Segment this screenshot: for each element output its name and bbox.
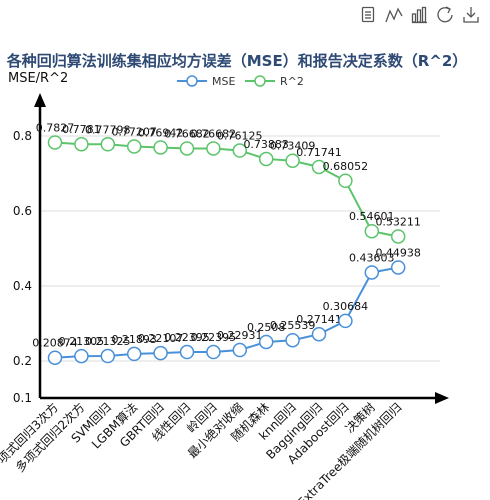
y-tick-label: 0.6: [13, 204, 32, 218]
data-label: 0.20874: [32, 337, 78, 350]
data-label: 0.73409: [270, 140, 316, 153]
data-point[interactable]: [258, 334, 274, 350]
data-point[interactable]: [153, 345, 168, 361]
legend-label-r2: R^2: [280, 75, 304, 88]
data-point[interactable]: [100, 137, 116, 152]
data-label: 0.76942: [138, 126, 184, 139]
x-axis-ticks: 多项式回归3次方多项式回归2次方SVM回归LGBM算法GBRT回归线性回归岭回归…: [0, 400, 404, 500]
data-point[interactable]: [232, 143, 248, 158]
data-point[interactable]: [311, 159, 327, 175]
toolbox: [361, 6, 479, 24]
data-label: 0.27141: [296, 313, 342, 326]
axes: [34, 93, 449, 404]
data-point[interactable]: [74, 348, 89, 364]
data-label: 0.54601: [349, 210, 395, 223]
series-mse: 0.208740.213050.213250.218930.221070.223…: [32, 246, 421, 365]
y-axis-arrow: [34, 93, 46, 107]
data-point[interactable]: [100, 348, 116, 364]
data-point[interactable]: [74, 136, 89, 152]
y-tick-label: 0.4: [13, 279, 32, 293]
data-label: 0.43603: [349, 251, 395, 264]
data-label: 0.22395: [191, 331, 237, 344]
data-point[interactable]: [390, 229, 406, 244]
data-label: 0.44938: [375, 246, 421, 259]
data-point[interactable]: [126, 346, 142, 362]
data-label: 0.30684: [323, 300, 369, 313]
data-view-icon[interactable]: [361, 6, 375, 23]
data-point[interactable]: [126, 139, 142, 154]
data-point[interactable]: [179, 344, 195, 360]
series-layer: 0.208740.213050.213250.218930.221070.223…: [32, 121, 421, 365]
series-line: [54, 141, 399, 238]
data-label: 0.77207: [111, 125, 157, 138]
y-tick-label: 0.1: [13, 391, 32, 405]
data-point[interactable]: [285, 332, 300, 348]
data-point[interactable]: [338, 313, 353, 329]
data-label: 0.76125: [217, 130, 263, 143]
y-axis-label: MSE/R^2: [8, 71, 68, 86]
save-image-icon[interactable]: [463, 7, 479, 23]
data-label: 0.7827: [36, 121, 75, 134]
bar-switch-icon[interactable]: [411, 6, 427, 24]
restore-icon[interactable]: [437, 6, 453, 23]
data-point[interactable]: [206, 141, 221, 156]
data-point[interactable]: [179, 141, 195, 156]
data-point[interactable]: [338, 173, 353, 189]
data-point[interactable]: [232, 342, 248, 358]
y-tick-label: 0.2: [13, 354, 32, 368]
data-label: 0.25539: [270, 319, 316, 332]
data-label: 0.73883: [243, 138, 289, 151]
data-point[interactable]: [390, 260, 406, 275]
y-axis-ticks: 0.1 0.2 0.4 0.6 0.8: [13, 129, 32, 405]
legend-item-r2[interactable]: R^2: [245, 75, 304, 88]
data-label: 0.71741: [296, 146, 342, 159]
data-point[interactable]: [206, 344, 221, 360]
data-label: 0.22931: [217, 329, 263, 342]
legend-item-mse[interactable]: MSE: [177, 75, 235, 88]
data-label: 0.21305: [59, 335, 105, 348]
legend-label-mse: MSE: [212, 75, 235, 88]
data-label: 0.21325: [85, 335, 131, 348]
chart-title: 各种回归算法训练集相应均方误差（MSE）和报告决定系数（R^2）: [6, 52, 468, 70]
data-label: 0.22395: [164, 331, 210, 344]
line-switch-icon[interactable]: [385, 7, 403, 23]
data-label: 0.76682: [164, 127, 210, 140]
data-label: 0.76682: [191, 127, 237, 140]
legend: MSE R^2: [177, 75, 304, 88]
data-point[interactable]: [153, 140, 168, 155]
data-point[interactable]: [285, 153, 300, 168]
data-point[interactable]: [364, 265, 380, 280]
data-label: 0.2508: [247, 321, 286, 334]
data-label: 0.77798: [85, 123, 131, 136]
x-axis-arrow: [435, 392, 449, 404]
data-label: 0.7781: [62, 123, 101, 136]
data-label: 0.21893: [111, 333, 157, 346]
data-point[interactable]: [311, 326, 327, 342]
data-point[interactable]: [364, 223, 380, 239]
series-r2: 0.78270.77810.777980.772070.769420.76682…: [36, 121, 421, 244]
y-tick-label: 0.8: [13, 129, 32, 143]
data-point[interactable]: [47, 350, 63, 365]
data-label: 0.68052: [323, 160, 369, 173]
data-point[interactable]: [47, 135, 63, 150]
data-label: 0.53211: [375, 215, 421, 228]
data-label: 0.22107: [138, 332, 184, 345]
data-point[interactable]: [258, 151, 274, 167]
